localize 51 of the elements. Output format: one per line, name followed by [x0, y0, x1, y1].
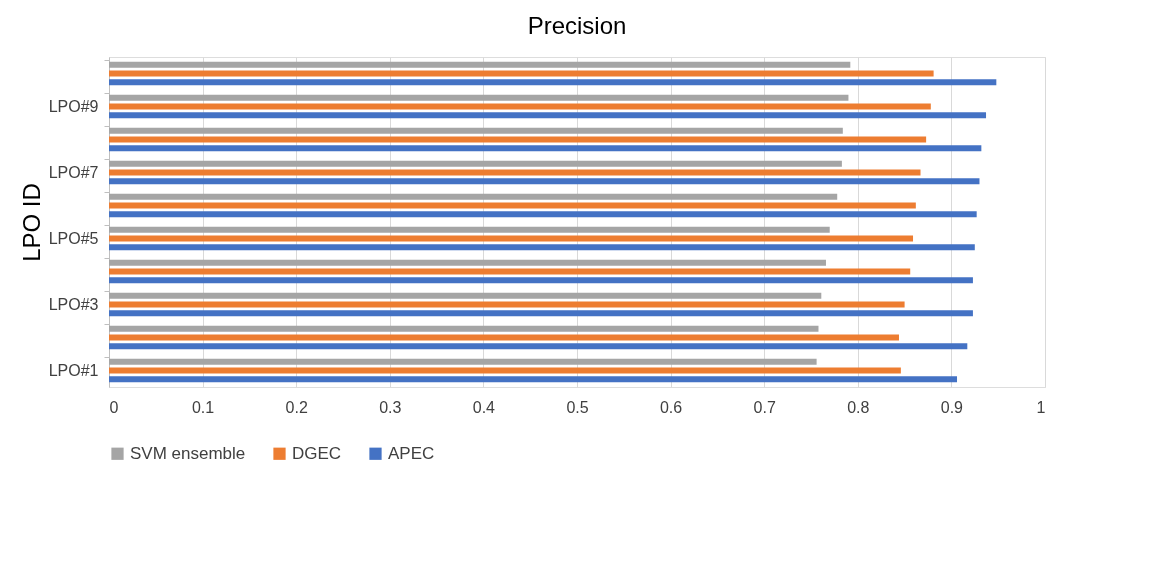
x-tick-label: 0.5 [566, 398, 589, 416]
bar [109, 376, 958, 383]
bar [109, 202, 916, 209]
y-tick-label: LPO#3 [48, 295, 99, 313]
x-tick-label: 1 [1036, 398, 1046, 416]
y-tick-label: LPO#9 [48, 97, 99, 115]
bar [109, 277, 973, 284]
bar [109, 235, 914, 242]
bar [109, 169, 921, 176]
bar [109, 301, 905, 308]
bar [109, 358, 817, 365]
bar [109, 160, 842, 167]
x-tick-label: 0.7 [753, 398, 776, 416]
bar [109, 178, 980, 185]
bar [109, 343, 968, 350]
legend-label: SVM ensemble [130, 443, 246, 463]
x-tick-label: 0.6 [659, 398, 683, 416]
x-tick-label: 0.2 [285, 398, 308, 416]
bar [109, 211, 977, 218]
bar [109, 145, 982, 152]
bar [109, 244, 975, 251]
bar [109, 127, 843, 134]
bar [109, 334, 899, 341]
bar [109, 61, 851, 68]
y-tick-label: LPO#1 [48, 361, 99, 379]
legend-label: APEC [388, 443, 435, 463]
x-tick-label: 0.8 [847, 398, 870, 416]
bar [109, 292, 822, 299]
bar [109, 112, 987, 119]
bar [109, 310, 973, 317]
bar [109, 136, 927, 143]
y-tick-label: LPO#5 [48, 229, 99, 247]
chart-title: Precision [527, 12, 627, 39]
bar [109, 193, 838, 200]
x-tick-label: 0 [109, 398, 119, 416]
legend-label: DGEC [292, 443, 342, 463]
bar [109, 94, 849, 101]
bar [109, 226, 830, 233]
bar [109, 268, 911, 275]
bar [109, 79, 997, 86]
x-tick-label: 0.4 [472, 398, 496, 416]
x-tick-label: 0.9 [940, 398, 964, 416]
bar [109, 259, 826, 266]
x-tick-label: 0.3 [379, 398, 402, 416]
bar [109, 325, 819, 332]
bar [109, 103, 931, 110]
bar [109, 367, 901, 374]
y-axis-title: LPO ID [17, 183, 45, 262]
y-tick-label: LPO#7 [48, 163, 99, 181]
x-tick-label: 0.1 [191, 398, 215, 416]
bar [109, 70, 934, 77]
